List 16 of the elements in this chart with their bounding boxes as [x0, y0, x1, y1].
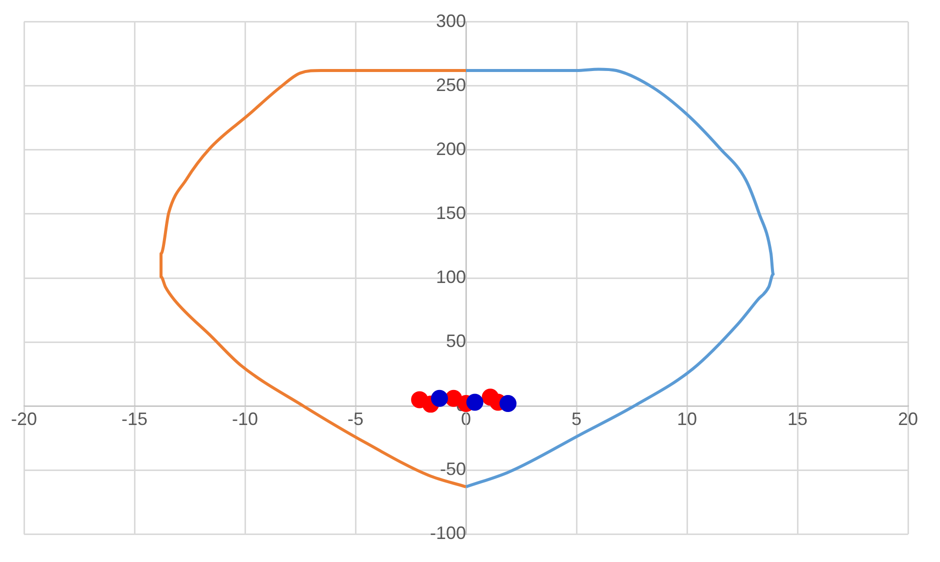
y-tick-label: 50 — [446, 331, 466, 352]
y-tick-label: 200 — [436, 138, 466, 159]
x-tick-label: 10 — [676, 408, 698, 429]
x-tick-label: -15 — [122, 408, 148, 429]
x-tick-label: -5 — [347, 408, 364, 429]
y-tick-label: -100 — [430, 523, 466, 544]
y-tick-label: 150 — [436, 202, 466, 223]
y-tick-label: -50 — [440, 459, 466, 480]
y-tick-label: 300 — [436, 10, 466, 31]
y-tick-label: 100 — [436, 266, 466, 287]
x-tick-label: -10 — [232, 408, 258, 429]
x-tick-label: 5 — [571, 408, 582, 429]
y-tick-label: 250 — [436, 74, 466, 95]
x-tick-label: 15 — [787, 408, 808, 429]
x-tick-label: 20 — [898, 408, 918, 429]
x-tick-label: -20 — [11, 408, 38, 429]
